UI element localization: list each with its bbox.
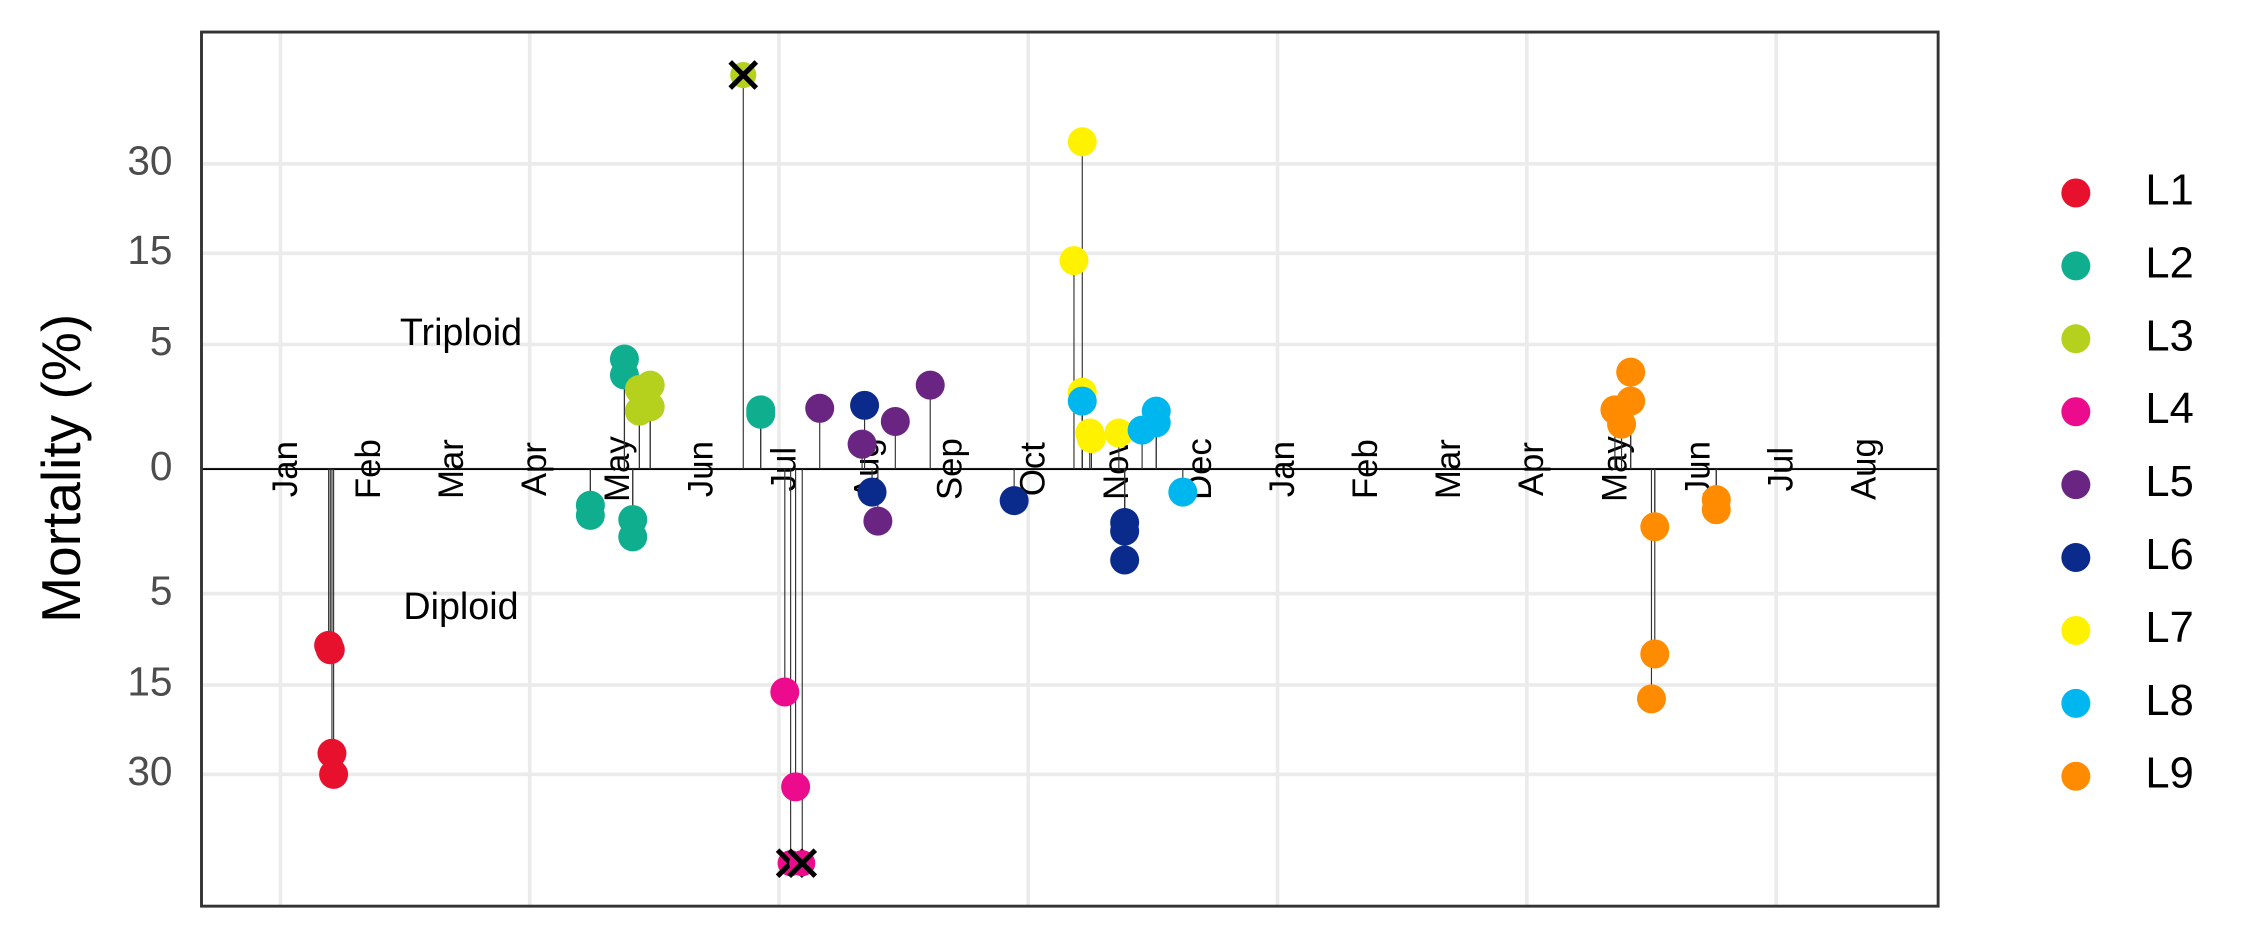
y-tick-label: 5 xyxy=(150,567,173,613)
legend-label: L7 xyxy=(2145,604,2193,652)
legend-label: L6 xyxy=(2145,531,2193,579)
legend-marker xyxy=(2061,761,2091,791)
point xyxy=(575,500,605,530)
y-tick-label: 0 xyxy=(150,443,173,489)
legend-label: L5 xyxy=(2145,458,2193,506)
point xyxy=(1636,684,1666,714)
point xyxy=(1104,418,1134,448)
y-tick-label: 15 xyxy=(127,227,172,273)
y-tick-label: 15 xyxy=(127,659,172,705)
point xyxy=(850,390,880,420)
point xyxy=(746,399,776,429)
legend-label: L4 xyxy=(2145,385,2193,433)
x-marker xyxy=(728,60,759,90)
point xyxy=(781,772,811,802)
legend-label: L1 xyxy=(2145,166,2193,214)
point xyxy=(319,759,349,789)
point xyxy=(847,429,877,459)
x-marker xyxy=(787,848,818,879)
point xyxy=(1067,386,1097,416)
legend-marker xyxy=(2061,324,2091,354)
x-tick-label: Sep xyxy=(932,438,970,500)
legend-marker xyxy=(2061,615,2091,645)
x-tick-label: Mar xyxy=(1430,439,1468,499)
y-tick-label: 5 xyxy=(150,318,173,364)
point xyxy=(1110,516,1140,546)
legend-label: L8 xyxy=(2145,677,2193,725)
y-tick-label: 30 xyxy=(127,748,172,794)
point xyxy=(1640,512,1670,542)
x-tick-label: May xyxy=(599,436,637,502)
legend-marker xyxy=(2061,178,2091,208)
plot-border xyxy=(200,30,1940,908)
legend-label: L3 xyxy=(2145,312,2193,360)
x-tick-label: Jan xyxy=(267,441,305,497)
point xyxy=(1076,424,1106,454)
x-tick-label: Aug xyxy=(1846,438,1884,500)
x-tick-label: Mar xyxy=(433,439,471,499)
x-tick-label: Oct xyxy=(1015,442,1053,496)
point xyxy=(915,370,945,400)
y-tick-label: 30 xyxy=(127,138,172,184)
x-tick-label: Apr xyxy=(516,442,554,496)
y-axis-label: Mortality (%) xyxy=(30,314,92,623)
point xyxy=(1168,477,1198,507)
legend-label: L2 xyxy=(2145,239,2193,287)
legend-marker xyxy=(2061,470,2091,500)
legend-marker xyxy=(2061,688,2091,718)
point xyxy=(1701,495,1731,525)
x-tick-label: Nov xyxy=(1098,438,1136,500)
legend-marker xyxy=(2061,397,2091,427)
point xyxy=(1067,127,1097,157)
point xyxy=(805,393,835,423)
point xyxy=(857,477,887,507)
point xyxy=(770,677,800,707)
point xyxy=(635,392,665,422)
point xyxy=(315,635,345,665)
x-tick-label: Feb xyxy=(350,439,388,499)
legend-marker xyxy=(2061,543,2091,573)
point xyxy=(880,406,910,436)
annotation: Diploid xyxy=(403,585,518,627)
point xyxy=(999,486,1029,516)
point xyxy=(1141,408,1171,438)
x-tick-label: Jul xyxy=(1763,447,1801,491)
point xyxy=(1059,246,1089,276)
point xyxy=(1616,357,1646,387)
point xyxy=(1110,545,1140,575)
annotation: Triploid xyxy=(400,311,522,353)
point xyxy=(1640,639,1670,669)
point xyxy=(635,370,665,400)
x-tick-label: Feb xyxy=(1347,439,1385,499)
x-tick-label: Jan xyxy=(1264,441,1302,497)
point xyxy=(618,522,648,552)
point xyxy=(1607,409,1637,439)
point xyxy=(863,506,893,536)
x-tick-label: Apr xyxy=(1513,442,1551,496)
x-tick-label: Jun xyxy=(682,441,720,497)
point xyxy=(317,738,347,768)
legend-label: L9 xyxy=(2145,750,2193,798)
legend-marker xyxy=(2061,251,2091,281)
